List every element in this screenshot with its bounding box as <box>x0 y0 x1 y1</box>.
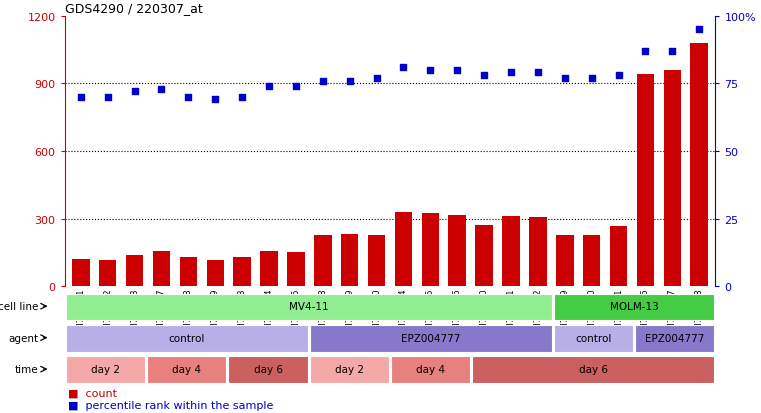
Text: day 6: day 6 <box>579 364 608 374</box>
Point <box>639 48 651 55</box>
Text: EPZ004777: EPZ004777 <box>645 333 705 343</box>
Bar <box>260 251 278 287</box>
Bar <box>147 356 226 383</box>
Bar <box>65 356 145 383</box>
Bar <box>391 356 470 383</box>
Point <box>693 27 705 33</box>
Bar <box>72 260 90 287</box>
Text: day 4: day 4 <box>172 364 201 374</box>
Bar <box>610 226 627 287</box>
Text: control: control <box>168 333 205 343</box>
Point <box>478 73 490 79</box>
Point <box>155 86 167 93</box>
Bar <box>690 43 708 287</box>
Bar <box>368 235 385 287</box>
Text: EPZ004777: EPZ004777 <box>401 333 460 343</box>
Bar <box>637 75 654 287</box>
Text: ■  percentile rank within the sample: ■ percentile rank within the sample <box>68 400 273 410</box>
Point <box>236 94 248 101</box>
Bar <box>529 217 546 287</box>
Point <box>532 70 544 76</box>
Point <box>451 67 463 74</box>
Point <box>666 48 678 55</box>
Text: day 2: day 2 <box>91 364 119 374</box>
Bar <box>65 325 307 352</box>
Bar <box>635 325 715 352</box>
Bar <box>664 71 681 287</box>
Bar <box>341 235 358 287</box>
Point <box>585 75 597 82</box>
Bar <box>206 260 224 287</box>
Point <box>424 67 436 74</box>
Point <box>317 78 329 85</box>
Bar <box>180 258 197 287</box>
Text: MOLM-13: MOLM-13 <box>610 301 658 311</box>
Bar <box>395 213 412 287</box>
Bar <box>554 294 715 320</box>
Point <box>129 89 141 95</box>
Bar <box>234 258 251 287</box>
Bar <box>422 214 439 287</box>
Bar <box>228 356 307 383</box>
Text: day 4: day 4 <box>416 364 445 374</box>
Point <box>290 83 302 90</box>
Bar <box>502 216 520 287</box>
Point <box>75 94 87 101</box>
Bar <box>287 253 304 287</box>
Bar <box>310 356 389 383</box>
Text: day 6: day 6 <box>253 364 282 374</box>
Bar <box>65 294 552 320</box>
Bar <box>153 252 170 287</box>
Text: MV4-11: MV4-11 <box>289 301 329 311</box>
Text: agent: agent <box>8 333 39 343</box>
Point <box>209 97 221 104</box>
Text: control: control <box>575 333 612 343</box>
Bar <box>554 325 633 352</box>
Bar <box>476 225 493 287</box>
Bar <box>310 325 552 352</box>
Bar <box>448 215 466 287</box>
Point <box>397 64 409 71</box>
Text: GDS4290 / 220307_at: GDS4290 / 220307_at <box>65 2 202 15</box>
Point <box>263 83 275 90</box>
Bar <box>314 235 332 287</box>
Point <box>183 94 195 101</box>
Text: time: time <box>15 364 39 374</box>
Point <box>613 73 625 79</box>
Bar <box>556 235 574 287</box>
Point <box>559 75 571 82</box>
Bar <box>99 260 116 287</box>
Text: cell line: cell line <box>0 301 39 311</box>
Point <box>505 70 517 76</box>
Text: day 2: day 2 <box>335 364 364 374</box>
Text: ■  count: ■ count <box>68 387 117 397</box>
Point <box>371 75 383 82</box>
Point <box>102 94 114 101</box>
Bar <box>126 255 143 287</box>
Point <box>344 78 356 85</box>
Bar <box>473 356 715 383</box>
Bar <box>583 235 600 287</box>
